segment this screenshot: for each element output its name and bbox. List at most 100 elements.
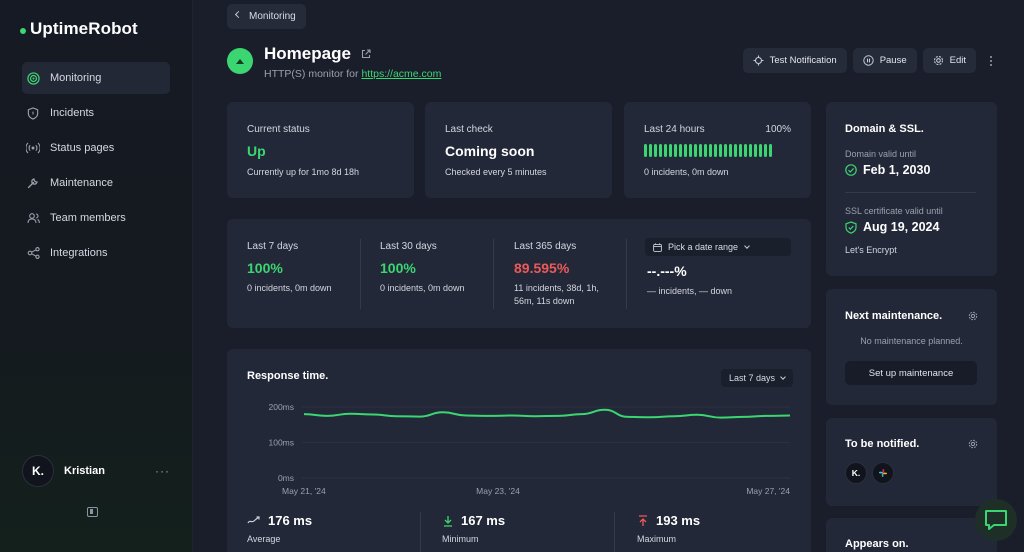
uptime-bar bbox=[714, 144, 717, 157]
last-check-detail: Checked every 5 minutes bbox=[445, 167, 547, 177]
appears-on-card: Appears on. bbox=[826, 518, 997, 552]
app-name: UptimeRobot bbox=[30, 19, 138, 38]
uptime-bar bbox=[699, 144, 702, 157]
arrow-up-icon bbox=[639, 514, 647, 526]
stat-label: Minimum bbox=[442, 534, 479, 544]
sidebar-item-incidents[interactable]: Incidents bbox=[22, 97, 170, 129]
x-tick-label: May 23, '24 bbox=[476, 486, 520, 496]
uptime-bar bbox=[739, 144, 742, 157]
radar-icon bbox=[26, 71, 40, 85]
domain-ssl-card: Domain & SSL. Domain valid until Feb 1, … bbox=[826, 102, 997, 276]
uptime-bar bbox=[734, 144, 737, 157]
response-time-chart: 200ms 100ms 0ms May 21, '24 May 23, '24 May 2… bbox=[268, 402, 790, 496]
back-button-label: Monitoring bbox=[249, 11, 296, 22]
shield-check-icon bbox=[845, 220, 857, 234]
uptime-bar bbox=[729, 144, 732, 157]
next-maintenance-card: Next maintenance. No maintenance planned… bbox=[826, 289, 997, 405]
last-check-label: Last check bbox=[445, 124, 493, 135]
pause-icon bbox=[862, 55, 874, 66]
to-be-notified-card: To be notified. K. bbox=[826, 418, 997, 506]
last-24h-percent: 100% bbox=[765, 124, 791, 135]
users-icon bbox=[26, 211, 40, 225]
edit-button[interactable]: Edit bbox=[922, 48, 976, 73]
period-30d: Last 30 days 100% 0 incidents, 0m down bbox=[380, 241, 465, 293]
sidebar-item-label: Status pages bbox=[50, 142, 115, 154]
uptime-bar bbox=[764, 144, 767, 157]
y-tick-label: 200ms bbox=[268, 402, 294, 412]
monitor-url-link[interactable]: https://acme.com bbox=[361, 68, 442, 80]
sidebar-item-status-pages[interactable]: Status pages bbox=[22, 132, 170, 164]
uptime-bar bbox=[654, 144, 657, 157]
shield-icon bbox=[26, 106, 40, 120]
sidebar-item-monitoring[interactable]: Monitoring bbox=[22, 62, 170, 94]
user-name: Kristian bbox=[64, 465, 105, 477]
logo-dot-icon bbox=[20, 28, 26, 34]
date-range-picker[interactable]: Pick a date range bbox=[645, 238, 791, 256]
period-detail-line2: 56m, 11s down bbox=[514, 296, 575, 306]
header-actions: Test Notification Pause Edit bbox=[737, 48, 994, 73]
integrations-icon bbox=[26, 246, 40, 260]
edit-label: Edit bbox=[949, 55, 966, 66]
response-time-card: Response time. bbox=[227, 349, 811, 552]
current-status-label: Current status bbox=[247, 124, 310, 135]
slack-icon[interactable] bbox=[872, 462, 894, 484]
last-24h-detail: 0 incidents, 0m down bbox=[644, 167, 729, 177]
notified-user-avatar[interactable]: K. bbox=[845, 462, 867, 484]
period-value: 100% bbox=[247, 260, 283, 276]
sidebar-item-integrations[interactable]: Integrations bbox=[22, 237, 170, 269]
response-range-dropdown[interactable]: Last 7 days bbox=[721, 369, 794, 387]
collapse-sidebar-icon[interactable] bbox=[87, 507, 98, 517]
uptime-bar bbox=[759, 144, 762, 157]
ssl-issuer: Let's Encrypt bbox=[845, 245, 897, 255]
chat-icon bbox=[985, 510, 1007, 530]
monitor-name: Homepage bbox=[264, 44, 351, 63]
page-title: Homepage bbox=[264, 44, 371, 64]
period-365d: Last 365 days 89.595% 11 incidents, 38d,… bbox=[514, 241, 599, 306]
period-detail: 0 incidents, 0m down bbox=[247, 283, 332, 293]
user-more-button[interactable]: ··· bbox=[155, 464, 170, 478]
period-value: 100% bbox=[380, 260, 416, 276]
current-status-detail: Currently up for 1mo 8d 18h bbox=[247, 167, 360, 177]
sidebar-item-team-members[interactable]: Team members bbox=[22, 202, 170, 234]
uptime-bar bbox=[679, 144, 682, 157]
divider bbox=[493, 239, 494, 309]
domain-valid-label: Domain valid until bbox=[845, 149, 917, 159]
test-notification-button[interactable]: Test Notification bbox=[742, 48, 847, 73]
no-maintenance-text: No maintenance planned. bbox=[860, 336, 963, 346]
arrow-up-icon bbox=[236, 58, 244, 64]
divider bbox=[845, 192, 976, 193]
check-circle-icon bbox=[845, 164, 857, 176]
uptime-bars bbox=[644, 144, 774, 157]
uptime-bar bbox=[749, 144, 752, 157]
stat-maximum: 193 ms Maximum bbox=[637, 513, 700, 544]
last-24h-label: Last 24 hours bbox=[644, 124, 705, 135]
chat-support-button[interactable] bbox=[975, 499, 1017, 541]
uptime-bar bbox=[719, 144, 722, 157]
app-logo[interactable]: UptimeRobot bbox=[20, 19, 138, 39]
ssl-valid-row: Aug 19, 2024 bbox=[845, 220, 939, 234]
sidebar-item-maintenance[interactable]: Maintenance bbox=[22, 167, 170, 199]
pause-button[interactable]: Pause bbox=[852, 48, 917, 73]
settings-gear-icon[interactable] bbox=[968, 311, 978, 321]
broadcast-icon bbox=[26, 141, 40, 155]
setup-maintenance-button[interactable]: Set up maintenance bbox=[845, 361, 977, 385]
user-menu[interactable]: K. Kristian ··· bbox=[22, 455, 170, 487]
pause-label: Pause bbox=[879, 55, 907, 66]
stat-minimum: 167 ms Minimum bbox=[442, 513, 505, 544]
ssl-valid-value: Aug 19, 2024 bbox=[863, 220, 940, 234]
external-link-icon[interactable] bbox=[361, 49, 371, 59]
chevron-left-icon bbox=[234, 10, 243, 19]
current-status-value: Up bbox=[247, 143, 266, 159]
period-detail: 0 incidents, 0m down bbox=[380, 283, 465, 293]
settings-gear-icon[interactable] bbox=[968, 439, 978, 449]
stat-average: 176 ms Average bbox=[247, 513, 312, 544]
period-7d: Last 7 days 100% 0 incidents, 0m down bbox=[247, 241, 332, 293]
gear-icon bbox=[933, 55, 944, 66]
period-label: Last 30 days bbox=[380, 241, 437, 252]
custom-range-detail: — incidents, — down bbox=[647, 286, 733, 296]
back-button[interactable]: Monitoring bbox=[227, 4, 306, 29]
sidebar-nav: Monitoring Incidents Status pages Mainte… bbox=[22, 62, 170, 272]
status-up-indicator bbox=[227, 48, 253, 74]
calendar-icon bbox=[653, 242, 662, 252]
more-options-icon[interactable] bbox=[988, 55, 994, 67]
